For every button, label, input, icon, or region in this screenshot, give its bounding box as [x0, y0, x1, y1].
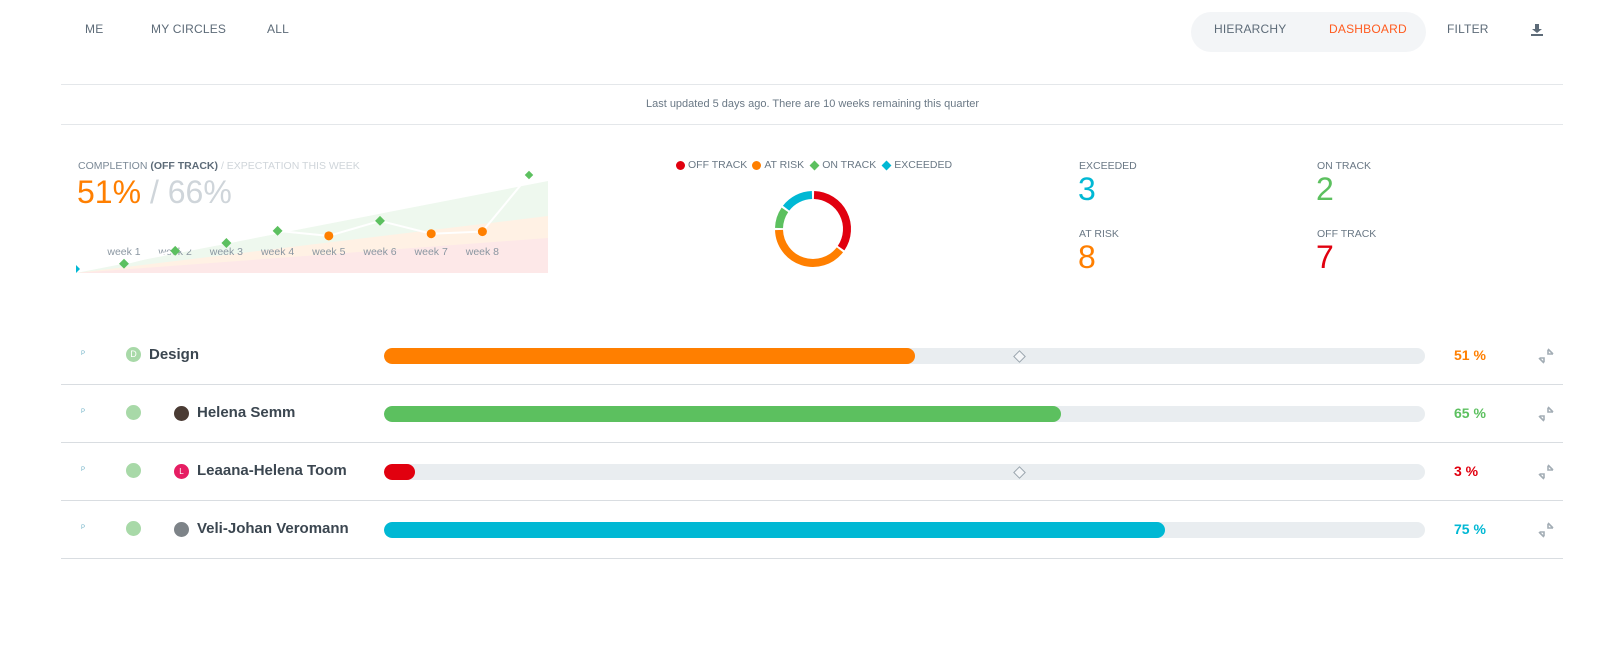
- x-tick-label: week 3: [209, 246, 243, 258]
- row-percent: 3 %: [1454, 463, 1479, 479]
- tab-hierarchy[interactable]: HIERARCHY: [1214, 22, 1287, 36]
- x-tick-label: week 7: [414, 246, 448, 258]
- exceeded-label: EXCEEDED: [1079, 160, 1137, 172]
- data-point: [426, 229, 436, 239]
- legend-label: OFF TRACK: [688, 159, 748, 171]
- filter-button[interactable]: FILTER: [1447, 22, 1489, 36]
- off-track-label: OFF TRACK: [1317, 228, 1377, 240]
- goal-row[interactable]: P Veli-Johan Veromann 75 %: [61, 501, 1563, 559]
- progress-track: [384, 406, 1425, 422]
- data-point: [170, 245, 181, 256]
- band-off-track: [76, 238, 548, 273]
- row-divider: [61, 500, 1563, 501]
- expand-icon[interactable]: P: [81, 467, 86, 473]
- x-tick-label: week 1: [106, 246, 140, 258]
- x-tick-label: week 8: [465, 246, 499, 258]
- legend-on-track: ON TRACK: [809, 159, 876, 171]
- avatar: [174, 406, 189, 421]
- completion-status: (OFF TRACK): [150, 160, 219, 172]
- progress-track: [384, 522, 1425, 538]
- on-track-count: 2: [1316, 171, 1334, 207]
- circle-avatar: [126, 521, 141, 536]
- row-divider: [61, 384, 1563, 385]
- progress-track: [384, 464, 1425, 480]
- view-switcher: [1191, 12, 1426, 52]
- x-tick-label: week 4: [260, 246, 294, 258]
- row-percent: 75 %: [1454, 521, 1486, 537]
- circle-avatar: D: [126, 347, 141, 362]
- completion-percent: 51%: [77, 174, 142, 210]
- row-name[interactable]: Helena Semm: [197, 404, 296, 421]
- legend-label: EXCEEDED: [894, 159, 953, 171]
- status-donut-chart: [775, 191, 851, 267]
- tab-me[interactable]: ME: [85, 22, 104, 36]
- progress-fill: [384, 348, 915, 364]
- legend-exceeded: EXCEEDED: [881, 159, 952, 171]
- progress-fill: [384, 522, 1165, 538]
- expand-icon[interactable]: P: [81, 351, 86, 357]
- completion-label-prefix: COMPLETION: [78, 160, 148, 172]
- goal-row[interactable]: P Helena Semm 65 %: [61, 385, 1563, 443]
- compress-icon[interactable]: [1538, 522, 1554, 538]
- goal-row[interactable]: P L Leaana-Helena Toom 3 %: [61, 443, 1563, 501]
- off-track-count: 7: [1316, 239, 1334, 275]
- row-percent: 65 %: [1454, 405, 1486, 421]
- row-divider: [61, 442, 1563, 443]
- row-name[interactable]: Veli-Johan Veromann: [197, 520, 349, 537]
- x-tick-label: week 5: [311, 246, 345, 258]
- tab-dashboard[interactable]: DASHBOARD: [1329, 22, 1407, 36]
- tab-all[interactable]: ALL: [267, 22, 289, 36]
- donut-slice: [813, 191, 851, 251]
- expand-icon[interactable]: P: [81, 525, 86, 531]
- data-point: [477, 227, 487, 237]
- row-name[interactable]: Leaana-Helena Toom: [197, 462, 347, 479]
- compress-icon[interactable]: [1538, 464, 1554, 480]
- divider: [61, 84, 1563, 85]
- legend-at-risk: AT RISK: [752, 159, 804, 171]
- donut-slice: [775, 207, 789, 229]
- status-legend: OFF TRACK AT RISK ON TRACK EXCEEDED: [676, 159, 957, 171]
- last-updated-text: Last updated 5 days ago. There are 10 we…: [645, 98, 980, 110]
- goal-row[interactable]: P D Design 51 %: [61, 327, 1563, 385]
- row-divider: [61, 558, 1563, 559]
- data-point: [324, 231, 334, 241]
- download-icon[interactable]: [1531, 23, 1543, 36]
- progress-fill: [384, 464, 416, 480]
- legend-off-track: OFF TRACK: [676, 159, 747, 171]
- avatar: L: [174, 464, 189, 479]
- data-point: [221, 238, 232, 248]
- at-risk-count: 8: [1078, 239, 1096, 275]
- legend-label: AT RISK: [764, 159, 805, 171]
- donut-slice: [775, 229, 844, 267]
- x-tick-label: week 6: [362, 246, 396, 258]
- expectation-label: / EXPECTATION THIS WEEK: [220, 160, 360, 172]
- compress-icon[interactable]: [1538, 348, 1554, 364]
- avatar: [174, 522, 189, 537]
- completion-separator: /: [149, 174, 159, 210]
- circle-avatar: [126, 463, 141, 478]
- circle-avatar: [126, 405, 141, 420]
- row-percent: 51 %: [1454, 347, 1486, 363]
- completion-trend-chart: week 1 week 2 week 3 week 4 week 5 week 6 week…: [76, 170, 548, 273]
- legend-label: ON TRACK: [822, 159, 877, 171]
- completion-value: 51% / 66%: [77, 174, 232, 211]
- tab-my-circles[interactable]: MY CIRCLES: [151, 22, 227, 36]
- divider: [61, 124, 1563, 125]
- exceeded-count: 3: [1078, 171, 1096, 207]
- start-marker: [76, 265, 80, 273]
- completion-label: COMPLETION (OFF TRACK) / EXPECTATION THI…: [78, 160, 360, 172]
- compress-icon[interactable]: [1538, 406, 1554, 422]
- row-name[interactable]: Design: [149, 346, 200, 363]
- donut-slice: [782, 191, 813, 211]
- progress-track: [384, 348, 1425, 364]
- progress-fill: [384, 406, 1061, 422]
- on-track-label: ON TRACK: [1317, 160, 1372, 172]
- at-risk-label: AT RISK: [1079, 228, 1119, 240]
- expected-percent: 66%: [167, 174, 232, 210]
- expand-icon[interactable]: P: [81, 409, 86, 415]
